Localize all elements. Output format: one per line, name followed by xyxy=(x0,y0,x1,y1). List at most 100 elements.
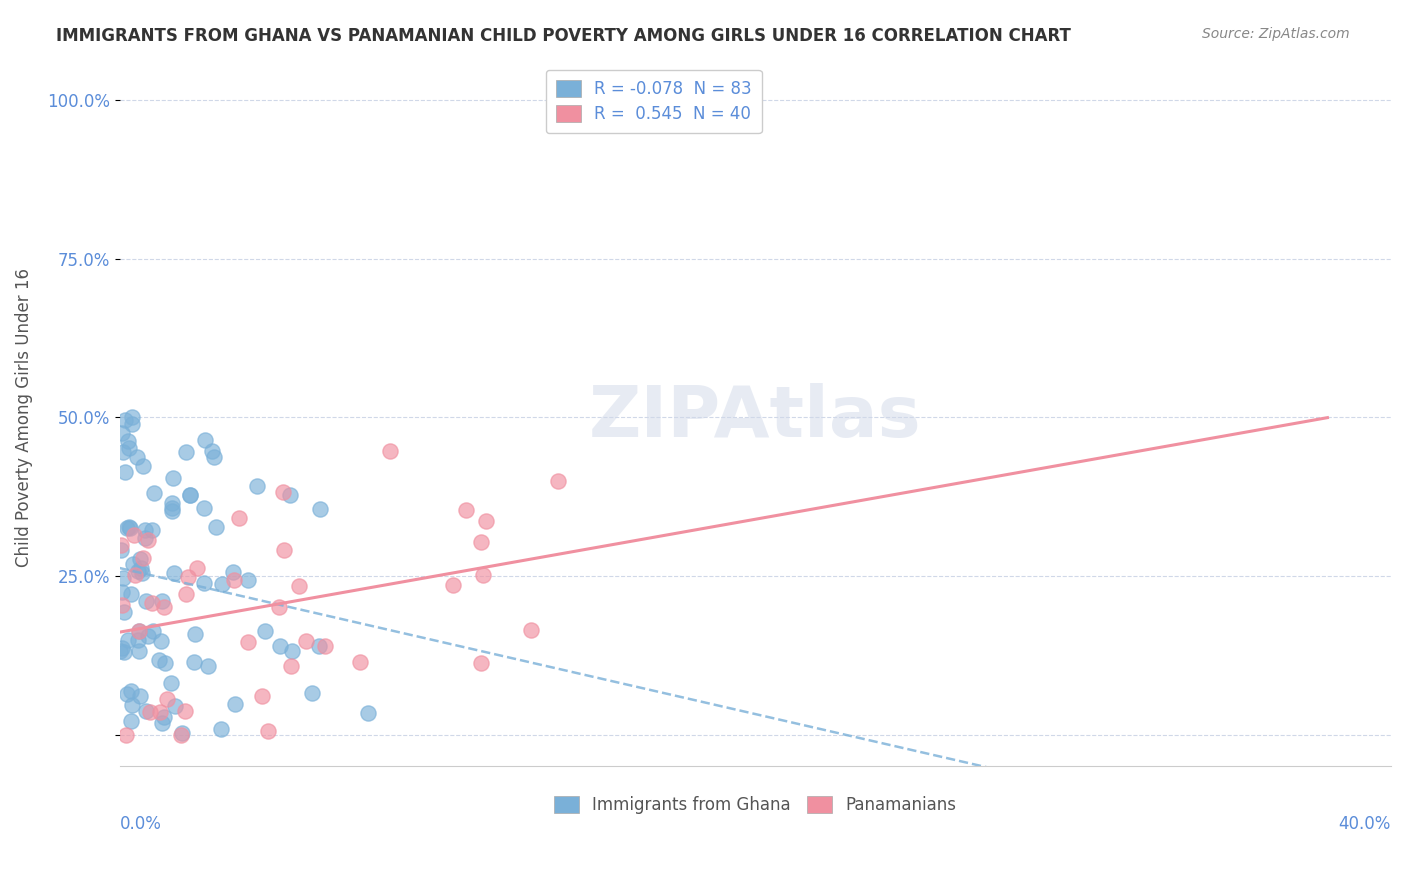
Point xyxy=(156,692,179,706)
Point xyxy=(193,576,215,591)
Point xyxy=(153,710,176,724)
Point xyxy=(519,624,541,638)
Point xyxy=(115,728,138,742)
Point xyxy=(149,634,172,648)
Point xyxy=(128,624,150,638)
Point xyxy=(314,640,336,654)
Point xyxy=(112,571,135,585)
Point xyxy=(378,443,401,458)
Point xyxy=(139,705,162,719)
Point xyxy=(134,531,156,545)
Point xyxy=(356,706,378,721)
Point xyxy=(120,586,142,600)
Point xyxy=(441,577,464,591)
Point xyxy=(209,722,232,736)
Point xyxy=(112,645,135,659)
Point xyxy=(179,488,201,502)
Point xyxy=(117,434,139,448)
Point xyxy=(184,627,207,641)
Point xyxy=(127,632,149,647)
Point xyxy=(269,639,291,653)
Point xyxy=(136,533,159,548)
Point xyxy=(547,474,569,488)
Point xyxy=(470,534,492,549)
Point xyxy=(281,644,304,658)
Point xyxy=(129,689,152,703)
Point xyxy=(128,624,150,638)
Point xyxy=(160,501,183,516)
Point xyxy=(186,560,208,574)
Point xyxy=(179,488,201,502)
Point xyxy=(238,573,260,587)
Point xyxy=(309,501,332,516)
Point xyxy=(131,566,153,580)
Point xyxy=(222,574,245,588)
Point xyxy=(278,487,301,501)
Text: Source: ZipAtlas.com: Source: ZipAtlas.com xyxy=(1202,27,1350,41)
Point xyxy=(153,656,176,670)
Point xyxy=(222,566,245,580)
Legend: Immigrants from Ghana, Panamanians: Immigrants from Ghana, Panamanians xyxy=(547,789,963,821)
Point xyxy=(127,564,149,578)
Point xyxy=(267,599,290,614)
Y-axis label: Child Poverty Among Girls Under 16: Child Poverty Among Girls Under 16 xyxy=(15,268,32,567)
Point xyxy=(197,659,219,673)
Point xyxy=(273,542,295,557)
Point xyxy=(117,633,139,648)
Point xyxy=(288,579,311,593)
Point xyxy=(174,445,197,459)
Point xyxy=(254,624,277,638)
Point xyxy=(295,633,318,648)
Point xyxy=(131,458,153,473)
Point xyxy=(120,714,142,728)
Point xyxy=(122,528,145,542)
Point xyxy=(132,551,155,566)
Point xyxy=(174,704,197,718)
Point xyxy=(141,523,163,537)
Point xyxy=(124,567,146,582)
Point xyxy=(472,567,495,582)
Point xyxy=(149,705,172,719)
Point xyxy=(256,724,278,739)
Point xyxy=(152,600,174,615)
Point xyxy=(201,444,224,458)
Point xyxy=(150,593,173,607)
Point xyxy=(202,450,225,464)
Point xyxy=(111,641,134,656)
Text: ZIPAtlas: ZIPAtlas xyxy=(589,383,921,452)
Point xyxy=(193,500,215,515)
Point xyxy=(118,520,141,534)
Point xyxy=(301,686,323,700)
Point xyxy=(246,479,269,493)
Point xyxy=(134,524,156,538)
Point xyxy=(148,653,170,667)
Text: IMMIGRANTS FROM GHANA VS PANAMANIAN CHILD POVERTY AMONG GIRLS UNDER 16 CORRELATI: IMMIGRANTS FROM GHANA VS PANAMANIAN CHIL… xyxy=(56,27,1071,45)
Point xyxy=(170,728,193,742)
Point xyxy=(308,639,330,653)
Point xyxy=(111,598,134,612)
Point xyxy=(183,655,205,669)
Point xyxy=(121,417,143,431)
Point xyxy=(110,538,132,552)
Point xyxy=(129,552,152,566)
Text: 0.0%: 0.0% xyxy=(120,815,162,833)
Point xyxy=(125,450,148,464)
Point xyxy=(271,485,294,500)
Point xyxy=(228,510,250,524)
Point xyxy=(150,716,173,731)
Point xyxy=(238,634,260,648)
Point xyxy=(115,521,138,535)
Point xyxy=(118,441,141,455)
Point xyxy=(129,561,152,575)
Point xyxy=(211,577,233,591)
Point xyxy=(162,471,184,485)
Point xyxy=(177,570,200,584)
Point xyxy=(205,520,228,534)
Point xyxy=(349,655,371,669)
Point xyxy=(114,413,136,427)
Point xyxy=(111,426,134,441)
Point xyxy=(114,466,136,480)
Point xyxy=(160,496,183,510)
Point xyxy=(143,485,166,500)
Point xyxy=(135,594,157,608)
